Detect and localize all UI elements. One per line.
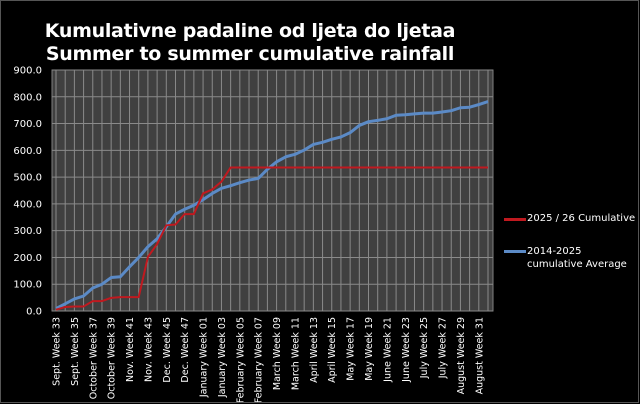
x-tick-label: October Week 39	[107, 317, 118, 399]
x-tick-label: July Week 25	[419, 317, 430, 379]
plot-area	[51, 69, 494, 312]
x-tick-label: Nov. Week 43	[143, 317, 154, 382]
x-tick-label: August Week 31	[474, 317, 485, 394]
x-tick-label: March Week 11	[290, 317, 301, 390]
y-tick-label: 400.0	[13, 199, 42, 210]
y-tick-label: 200.0	[13, 253, 42, 264]
x-tick-label: Sept. Week 35	[70, 317, 81, 386]
y-tick-label: 100.0	[13, 280, 42, 291]
y-tick-label: 700.0	[13, 119, 42, 130]
legend-item-average: 2014-2025 cumulative Average	[504, 245, 627, 271]
x-tick-label: May Week 19	[364, 317, 375, 381]
series-line-2025-26	[55, 166, 488, 311]
chart-title-line-2: Summer to summer cumulative rainfall	[45, 43, 455, 65]
x-tick-label: October Week 37	[88, 317, 99, 399]
x-tick-label: March Week 09	[272, 317, 283, 390]
x-tick-label: June Week 23	[401, 317, 412, 383]
x-tick-label: January Week 03	[217, 317, 228, 398]
x-tick-label: Nov. Week 41	[125, 317, 136, 382]
x-tick-label: January Week 01	[199, 317, 210, 398]
x-tick-label: February Week 07	[254, 317, 265, 403]
legend-label: 2025 / 26 Cumulative	[527, 213, 636, 224]
x-tick-label: Dec. Week 45	[162, 317, 173, 383]
y-tick-label: 0.0	[26, 307, 42, 318]
chart-title-line-1: Kumulativne padaline od ljeta do ljetaa	[44, 20, 456, 42]
series-line-average	[55, 100, 489, 310]
y-tick-label: 300.0	[13, 226, 42, 237]
x-tick-label: May Week 17	[346, 317, 357, 381]
y-tick-label: 500.0	[13, 173, 42, 184]
x-tick-label: June Week 21	[382, 317, 393, 383]
y-tick-label: 600.0	[13, 146, 42, 157]
legend-item-2025-26: 2025 / 26 Cumulative	[504, 213, 635, 224]
x-tick-label: April Week 15	[327, 317, 338, 383]
legend-swatch-blue	[504, 250, 526, 253]
x-tick-label: April Week 13	[309, 317, 320, 383]
legend-swatch-red	[504, 218, 526, 221]
y-tick-label: 900.0	[13, 66, 42, 77]
legend-label: 2014-2025 cumulative Average	[527, 246, 627, 270]
x-tick-label: August Week 29	[456, 317, 467, 394]
y-tick-label: 800.0	[13, 92, 42, 103]
x-tick-label: Sept. Week 33	[52, 317, 63, 386]
x-tick-label: Dec. Week 47	[180, 317, 191, 383]
x-tick-label: February Week 05	[235, 317, 246, 403]
x-tick-label: July Week 27	[438, 317, 449, 379]
